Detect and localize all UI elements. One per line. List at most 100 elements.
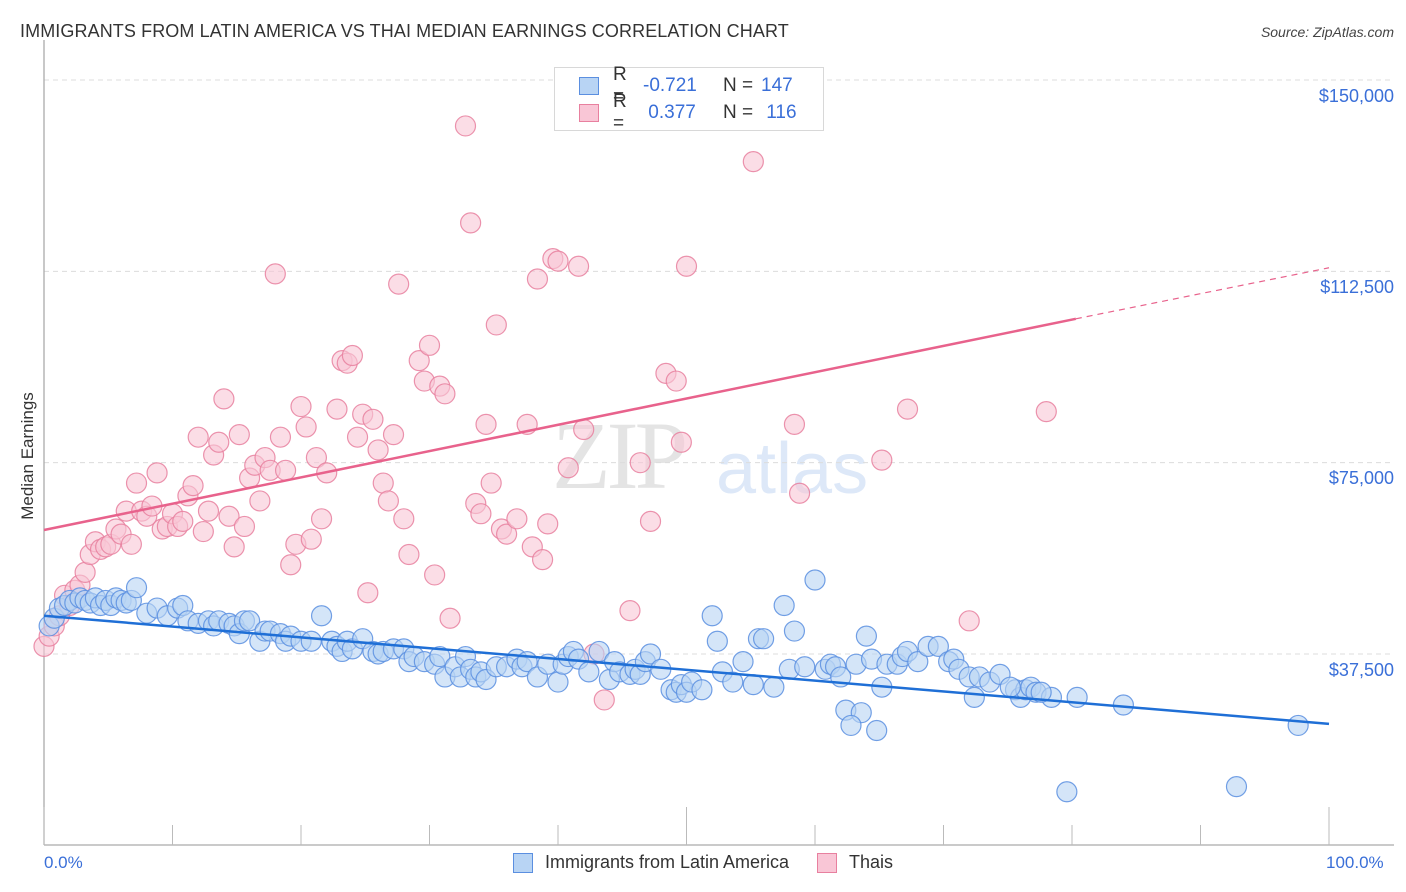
thais-point xyxy=(557,457,579,479)
thais-point xyxy=(742,151,764,173)
latin-america-point xyxy=(804,569,826,591)
thais-point xyxy=(475,413,497,436)
thais-point xyxy=(269,426,292,448)
latin-america-point xyxy=(578,661,600,683)
thais-point xyxy=(223,536,245,558)
thais-point xyxy=(120,533,142,555)
thais-point xyxy=(213,388,235,410)
y-tick-label-75000: $75,000 xyxy=(1328,468,1394,488)
thais-point xyxy=(424,564,446,586)
latin-america-point xyxy=(310,605,333,627)
thais-point xyxy=(439,607,461,629)
trend-lines xyxy=(43,267,1330,726)
thais-point xyxy=(197,500,220,522)
source-credit: Source: ZipAtlas.com xyxy=(1260,24,1394,40)
thais-point xyxy=(74,561,96,583)
thais-point xyxy=(372,472,394,494)
axes xyxy=(43,40,1394,846)
thais-point xyxy=(274,459,297,481)
thais-point xyxy=(398,543,420,566)
thais-point xyxy=(958,610,980,632)
thais-point xyxy=(218,505,240,527)
thais-point xyxy=(300,528,322,550)
thais-point xyxy=(346,426,369,448)
latin-america-point xyxy=(794,656,816,678)
latin-america-point xyxy=(1030,681,1052,703)
legend-label: Immigrants from Latin America xyxy=(544,852,790,872)
series-latin-america-points xyxy=(38,569,1309,803)
thais-point xyxy=(249,490,271,512)
latin-america-point xyxy=(855,625,878,647)
thais-point xyxy=(290,395,312,418)
thais-point xyxy=(408,350,430,372)
latin-america-point xyxy=(706,630,728,652)
y-tick-label-37500: $37,500 xyxy=(1328,660,1394,680)
thais-point xyxy=(573,418,595,441)
thais-point xyxy=(506,508,528,530)
x-tick-label-100: 100.0% xyxy=(1326,853,1384,872)
thais-point xyxy=(172,510,194,532)
y-tick-label-112500: $112,500 xyxy=(1320,277,1394,297)
latin-america-point xyxy=(866,719,888,742)
latin-america-point xyxy=(1287,714,1309,737)
latin-america-point xyxy=(840,714,862,737)
thais-point xyxy=(382,424,405,446)
thais-point xyxy=(264,263,286,285)
latin-america-point xyxy=(773,594,795,617)
legend-swatch-pink xyxy=(817,852,838,873)
n-label: N = xyxy=(723,75,754,96)
legend-row-thais: R = 0.377 N = 116 xyxy=(579,91,797,134)
thais-point xyxy=(593,689,615,711)
r-value: 0.377 xyxy=(643,102,696,123)
latin-america-point xyxy=(429,645,451,668)
thais-point xyxy=(454,115,477,137)
thais-point xyxy=(362,408,384,430)
thais-point xyxy=(670,431,692,453)
thais-point xyxy=(567,255,590,277)
thais-point xyxy=(326,398,348,420)
thais-point xyxy=(788,482,811,504)
r-label: R = xyxy=(613,91,627,134)
thais-point xyxy=(228,424,250,446)
thais-point xyxy=(480,472,502,494)
y-axis-title: Median Earnings xyxy=(18,392,37,520)
latin-america-point xyxy=(783,620,806,642)
legend-swatch-blue xyxy=(579,77,599,95)
chart-title: IMMIGRANTS FROM LATIN AMERICA VS THAI ME… xyxy=(20,21,789,41)
latin-america-point xyxy=(691,679,713,701)
legend-item-thais[interactable]: Thais xyxy=(817,852,893,873)
legend-item-latin-america[interactable]: Immigrants from Latin America xyxy=(512,852,790,873)
latin-america-point xyxy=(763,676,785,698)
x-tick-label-0: 0.0% xyxy=(44,853,83,872)
thais-point xyxy=(377,490,399,512)
thais-point xyxy=(357,582,379,604)
thais-point xyxy=(619,600,641,622)
latin-america-point xyxy=(963,686,985,708)
trend-line-thais xyxy=(43,317,1077,532)
latin-america-point xyxy=(927,635,949,657)
thais-point xyxy=(393,508,415,530)
thais-point xyxy=(280,554,302,576)
legend-label: Thais xyxy=(849,852,894,872)
latin-america-point xyxy=(1056,781,1078,803)
thais-point xyxy=(418,334,441,356)
latin-america-point xyxy=(125,577,148,599)
r-value: -0.721 xyxy=(643,75,697,96)
latin-america-point xyxy=(1225,776,1248,798)
latin-america-point xyxy=(722,671,744,693)
thais-point xyxy=(871,449,893,471)
r-label: R = xyxy=(613,64,627,107)
thais-point xyxy=(896,398,919,420)
latin-america-point xyxy=(752,628,775,650)
thais-point xyxy=(1035,401,1057,423)
thais-point xyxy=(187,426,209,448)
thais-point xyxy=(485,314,507,336)
latin-america-point xyxy=(239,610,261,632)
thais-point xyxy=(208,431,230,453)
correlation-legend: R = -0.721 N = 147 R = 0.377 N = 116 xyxy=(554,64,824,134)
thais-point xyxy=(639,510,662,532)
thais-point xyxy=(305,446,328,469)
thais-point xyxy=(146,462,168,484)
thais-point xyxy=(526,268,549,290)
